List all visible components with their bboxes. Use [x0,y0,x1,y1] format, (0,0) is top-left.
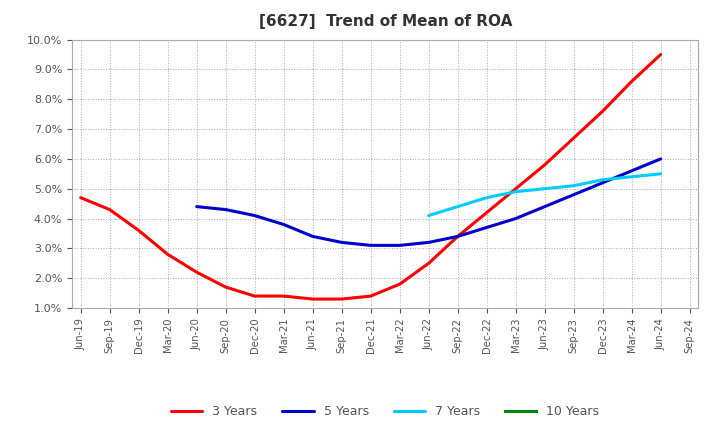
5 Years [221,207,230,212]
3 Years [76,195,85,200]
5 Years [279,222,288,227]
5 Years [338,240,346,245]
7 Years [657,171,665,176]
7 Years [541,186,549,191]
3 Years [424,260,433,266]
7 Years [598,177,607,183]
3 Years [308,297,317,302]
3 Years [221,285,230,290]
Line: 5 Years: 5 Years [197,159,661,246]
3 Years [627,79,636,84]
5 Years [541,204,549,209]
3 Years [541,162,549,168]
5 Years [657,156,665,161]
5 Years [251,213,259,218]
3 Years [163,252,172,257]
5 Years [192,204,201,209]
5 Years [424,240,433,245]
3 Years [251,293,259,299]
5 Years [598,180,607,185]
3 Years [511,186,520,191]
Line: 3 Years: 3 Years [81,55,661,299]
3 Years [192,270,201,275]
3 Years [279,293,288,299]
3 Years [105,207,114,212]
5 Years [570,192,578,197]
3 Years [570,136,578,141]
3 Years [598,109,607,114]
7 Years [511,189,520,194]
3 Years [395,282,404,287]
3 Years [454,234,462,239]
5 Years [308,234,317,239]
Legend: 3 Years, 5 Years, 7 Years, 10 Years: 3 Years, 5 Years, 7 Years, 10 Years [166,400,604,423]
7 Years [570,183,578,188]
5 Years [366,243,375,248]
3 Years [366,293,375,299]
3 Years [482,210,491,215]
5 Years [395,243,404,248]
7 Years [627,174,636,180]
3 Years [135,228,143,233]
7 Years [454,204,462,209]
Line: 7 Years: 7 Years [428,174,661,216]
3 Years [657,52,665,57]
7 Years [424,213,433,218]
3 Years [338,297,346,302]
5 Years [454,234,462,239]
5 Years [482,225,491,230]
Title: [6627]  Trend of Mean of ROA: [6627] Trend of Mean of ROA [258,14,512,29]
5 Years [627,168,636,173]
7 Years [482,195,491,200]
5 Years [511,216,520,221]
